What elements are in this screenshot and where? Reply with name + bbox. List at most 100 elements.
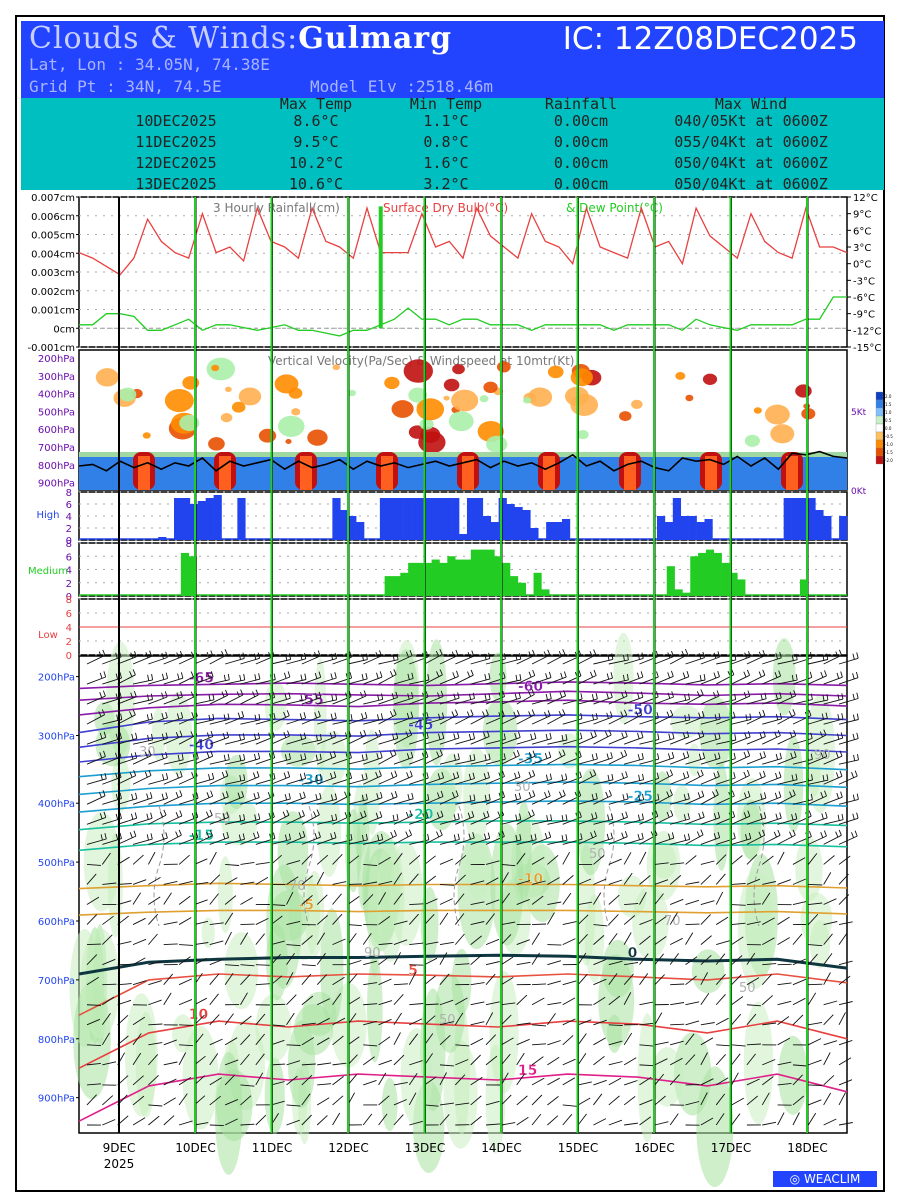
rh-shading	[215, 1069, 253, 1142]
wind-barb-flag	[514, 793, 518, 800]
medium-cloud-tick-label: 2	[66, 579, 72, 590]
wind-barb-flag	[469, 754, 472, 761]
wind-barb	[286, 1044, 301, 1046]
wind-barb	[86, 873, 97, 885]
wind-barb	[86, 838, 107, 845]
wind-barb-flag	[485, 709, 489, 715]
wind-barb-flag	[440, 810, 444, 817]
wind-barb	[194, 676, 214, 685]
wind-barb	[455, 1059, 469, 1066]
wind-barb-flag	[319, 792, 322, 799]
wind-barb-flag	[438, 733, 441, 740]
wind-barb-flag	[134, 651, 137, 657]
wind-barb-flag	[624, 690, 628, 697]
vv-blob	[288, 387, 303, 399]
wind-barb	[746, 1013, 757, 1026]
wind-barb-flag	[686, 670, 690, 677]
wind-barb-flag	[453, 733, 456, 740]
wind-barb-flag	[392, 733, 395, 740]
wind-barb-flag	[144, 771, 148, 778]
wind-barb-flag	[531, 709, 535, 716]
wind-barb	[685, 1020, 700, 1026]
wind-barb-flag	[457, 833, 460, 840]
wind-barb	[608, 914, 619, 925]
high-cloud-bar	[213, 495, 222, 540]
wind-barb	[194, 655, 213, 665]
isotherm-line	[78, 745, 848, 763]
wind-barb-flag	[544, 711, 548, 718]
wind-barb-flag	[161, 753, 164, 760]
wind-barb-flag	[361, 774, 364, 781]
wind-barb	[286, 1012, 295, 1026]
wind-barb-flag	[396, 653, 399, 660]
wind-barb-flag	[133, 690, 137, 697]
wind-barb	[132, 892, 141, 905]
wind-barb-flag	[621, 832, 625, 839]
wind-barb	[654, 953, 664, 965]
wind-barb	[363, 1079, 377, 1086]
temp-axis-tick-label: -9°C	[853, 310, 875, 321]
wind-barb-flag	[637, 653, 640, 660]
wind-barb	[639, 799, 660, 805]
rh-shading	[737, 870, 774, 989]
wind-barb-flag	[714, 733, 717, 740]
wind-barb	[470, 736, 490, 745]
wind-barb	[132, 739, 153, 745]
wind-barb	[117, 757, 137, 765]
wind-barb	[762, 1022, 777, 1026]
wind-barb-flag	[667, 672, 671, 679]
wind-barb-flag	[558, 791, 563, 798]
wind-barb-flag	[115, 673, 119, 680]
wind-barb-flag	[606, 712, 609, 719]
wind-barb-flag	[316, 809, 320, 815]
wind-barb-flag	[313, 811, 317, 817]
medium-cloud-bar	[666, 566, 675, 596]
high-cloud-bar	[807, 498, 816, 540]
wind-barb-flag	[668, 833, 671, 840]
wind-barb	[439, 1034, 451, 1046]
wind-barb	[593, 716, 613, 725]
wind-barb	[209, 816, 229, 825]
isotherm-label: 0	[628, 945, 638, 961]
wind-barb-flag	[104, 833, 107, 840]
vv-blob	[332, 364, 341, 371]
wind-barb-flag	[284, 693, 287, 700]
wind-barb	[317, 756, 336, 765]
wind-barb-flag	[775, 714, 779, 720]
wind-barb-flag	[775, 813, 778, 820]
wind-barb-flag	[734, 653, 737, 660]
wind-barb-flag	[546, 815, 549, 822]
wind-barb-flag	[625, 771, 628, 778]
wind-barb	[178, 978, 192, 986]
wind-barb	[286, 876, 299, 885]
wind-barb	[700, 718, 721, 725]
wind-barb	[439, 737, 460, 745]
wind-barb	[86, 714, 105, 725]
wind-barb	[532, 1043, 547, 1046]
wind-barb-flag	[548, 671, 552, 678]
wind-barb	[700, 1037, 714, 1046]
wind-barb-flag	[532, 750, 536, 757]
rh-contour-label: 50	[589, 847, 606, 862]
wind-barb	[823, 898, 837, 905]
wind-barb-flag	[365, 833, 368, 840]
wind-barb-flag	[851, 832, 855, 838]
wind-barb	[378, 1072, 387, 1086]
wind-barb	[700, 1078, 714, 1086]
wind-barb-flag	[821, 813, 824, 820]
medium-cloud-bar	[541, 589, 550, 596]
rain-axis-tick-label: 0.003cm	[31, 268, 75, 279]
wind-barb	[347, 695, 367, 705]
isotherm-line	[78, 973, 848, 1016]
wind-barb	[363, 676, 383, 685]
wind-barb	[516, 994, 528, 1006]
wind-barb-flag	[514, 693, 518, 700]
rh-contour	[753, 805, 765, 927]
wind-barb-flag	[119, 832, 122, 839]
wind-barb-flag	[515, 674, 518, 681]
wind-barb	[224, 972, 234, 985]
wind-barb-flag	[427, 794, 430, 800]
wind-barb-flag	[488, 673, 491, 679]
wind-barb	[301, 964, 316, 967]
wind-barb-flag	[243, 774, 246, 781]
